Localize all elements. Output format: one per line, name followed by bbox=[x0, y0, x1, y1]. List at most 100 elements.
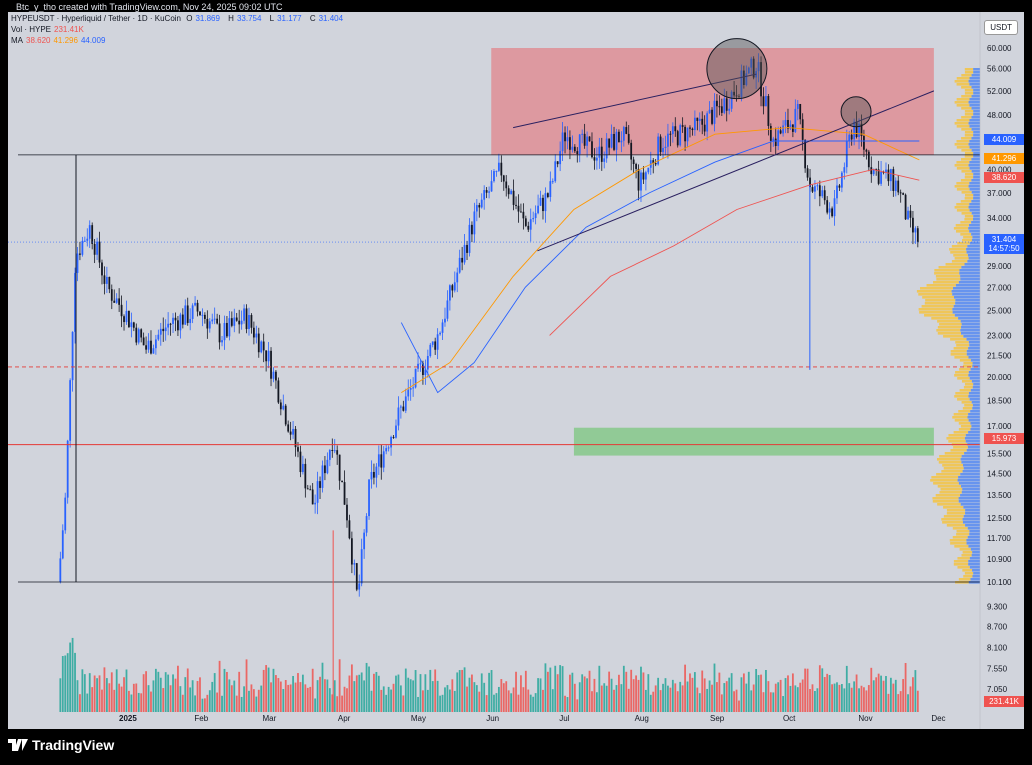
volume-bar bbox=[226, 671, 228, 712]
price-chart[interactable]: 60.00056.00052.00048.00044.00040.00037.0… bbox=[8, 12, 1024, 729]
vp-bar-up bbox=[921, 305, 954, 308]
y-tick-label: 40.000 bbox=[987, 166, 1012, 175]
candle-body bbox=[387, 447, 390, 449]
candle-body bbox=[804, 139, 807, 169]
vp-bar-up bbox=[953, 446, 968, 449]
candle-body bbox=[630, 142, 633, 160]
volume-bar bbox=[578, 682, 581, 712]
volume-bar bbox=[500, 679, 503, 712]
vp-bar-up bbox=[961, 137, 972, 140]
candle-body bbox=[314, 502, 317, 505]
last-price-value: 31.404 bbox=[991, 235, 1017, 244]
vp-bar-up bbox=[954, 395, 969, 398]
candle-body bbox=[534, 213, 537, 219]
vp-bar-down bbox=[973, 152, 980, 155]
vp-bar-down bbox=[973, 572, 980, 575]
volume-bar bbox=[757, 675, 760, 712]
volume-bar bbox=[733, 691, 735, 712]
volume-bar bbox=[448, 689, 451, 712]
volume-bar bbox=[373, 673, 375, 712]
candle-body bbox=[164, 327, 167, 332]
candle-body bbox=[772, 138, 775, 141]
volume-bar bbox=[208, 690, 211, 712]
currency-button[interactable]: USDT bbox=[984, 20, 1018, 35]
candle-body bbox=[478, 205, 481, 208]
volume-bar bbox=[346, 688, 348, 712]
vp-bar-up bbox=[942, 521, 963, 524]
candle-body bbox=[814, 186, 816, 192]
volume-bar bbox=[417, 696, 419, 712]
candle-body bbox=[556, 161, 559, 165]
vp-bar-up bbox=[952, 536, 968, 539]
candle-body bbox=[382, 451, 385, 468]
vp-bar-up bbox=[961, 191, 972, 194]
candle-body bbox=[914, 228, 917, 233]
volume-bar bbox=[843, 688, 846, 712]
candle-body bbox=[897, 180, 900, 193]
vp-bar-up bbox=[931, 317, 959, 320]
vp-bar-up bbox=[964, 113, 974, 116]
vp-bar-down bbox=[973, 155, 980, 158]
volume-bar bbox=[103, 667, 106, 712]
vp-bar-down bbox=[971, 221, 980, 224]
candle-body bbox=[108, 276, 111, 290]
volume-legend[interactable]: Vol · HYPE 231.41K bbox=[11, 25, 87, 34]
volume-bar bbox=[128, 690, 130, 712]
candle-body bbox=[644, 172, 647, 180]
volume-bar bbox=[725, 681, 728, 712]
candle-body bbox=[912, 217, 914, 233]
y-tick-label: 18.500 bbox=[987, 397, 1012, 406]
volume-bar bbox=[66, 653, 69, 712]
volume-bar bbox=[309, 686, 312, 712]
y-tick-label: 14.500 bbox=[987, 470, 1012, 479]
volume-bar bbox=[412, 680, 415, 712]
volume-bar bbox=[885, 676, 887, 712]
candle-body bbox=[875, 168, 878, 170]
vp-bar-down bbox=[958, 317, 980, 320]
vp-bar-up bbox=[964, 215, 974, 218]
candle-body bbox=[218, 323, 221, 343]
vp-bar-down bbox=[964, 452, 980, 455]
candle-body bbox=[417, 363, 419, 369]
candle-body bbox=[123, 316, 125, 323]
candle-body bbox=[88, 225, 91, 239]
volume-bar bbox=[794, 685, 797, 712]
candle-body bbox=[86, 238, 89, 241]
volume-bar bbox=[431, 681, 434, 712]
vp-bar-down bbox=[968, 371, 980, 374]
vp-bar-up bbox=[956, 188, 970, 191]
candle-body bbox=[703, 124, 706, 132]
symbol-title[interactable]: HYPEUSDT · Hyperliquid / Tether · 1D · K… bbox=[11, 14, 181, 23]
candle-body bbox=[500, 162, 503, 176]
volume-bar bbox=[524, 670, 527, 712]
candle-body bbox=[561, 132, 564, 152]
vp-bar-down bbox=[969, 161, 980, 164]
volume-bar bbox=[181, 694, 184, 712]
volume-bar bbox=[522, 687, 525, 712]
tradingview-logo[interactable]: TradingView bbox=[8, 737, 114, 753]
volume-bar bbox=[649, 694, 652, 712]
volume-bar bbox=[289, 684, 292, 712]
vp-bar-up bbox=[957, 398, 970, 401]
candle-body bbox=[571, 146, 574, 150]
vp-bar-up bbox=[956, 530, 970, 533]
candle-body bbox=[774, 138, 777, 146]
vp-bar-up bbox=[941, 470, 963, 473]
vp-bar-down bbox=[969, 377, 980, 380]
volume-bar bbox=[98, 675, 101, 712]
volume-bar bbox=[745, 683, 748, 712]
ma-legend[interactable]: MA 38.620 41.296 44.009 bbox=[11, 36, 108, 45]
vp-bar-down bbox=[971, 128, 980, 131]
candle-body bbox=[853, 121, 856, 140]
volume-bar bbox=[110, 672, 113, 712]
candle-body bbox=[889, 169, 892, 182]
candle-body bbox=[858, 123, 860, 138]
vp-bar-up bbox=[954, 164, 969, 167]
volume-bar bbox=[159, 677, 162, 712]
candle-body bbox=[154, 339, 157, 349]
vp-bar-down bbox=[965, 512, 980, 515]
volume-bar bbox=[909, 686, 912, 712]
candle-body bbox=[328, 450, 331, 460]
vp-bar-up bbox=[943, 335, 964, 338]
vp-bar-up bbox=[941, 518, 963, 521]
